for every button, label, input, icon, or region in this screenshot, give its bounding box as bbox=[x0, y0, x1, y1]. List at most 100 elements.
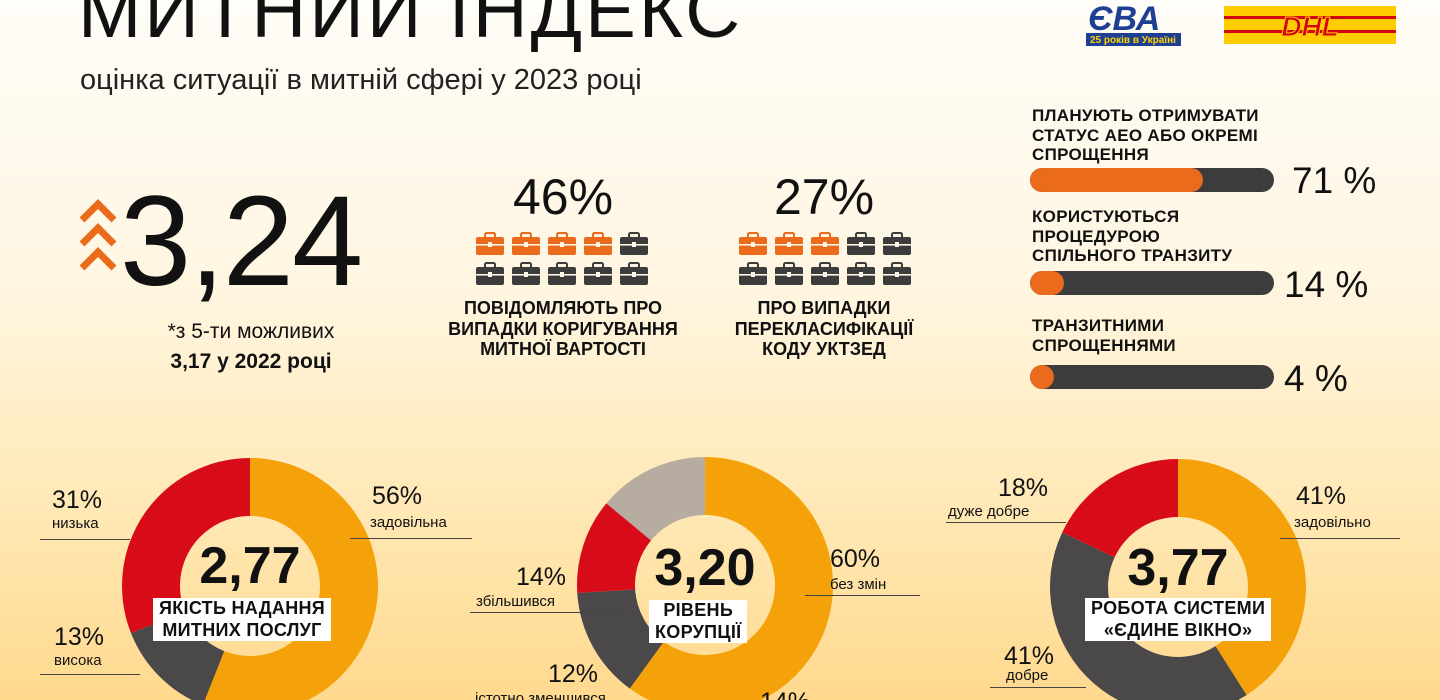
briefcase-icon bbox=[847, 232, 875, 255]
page-title: МИТНИЙ ІНДЕКС bbox=[78, 0, 744, 54]
bag-stat-percent: 27% bbox=[773, 169, 875, 225]
bar-title-line: ПЛАНУЮТЬ ОТРИМУВАТИ bbox=[1032, 106, 1259, 125]
donut-segment bbox=[577, 589, 664, 689]
segment-pct: 14% bbox=[760, 688, 810, 700]
briefcase-icon bbox=[883, 262, 911, 285]
leader-line bbox=[40, 539, 130, 540]
donut-center-value: 3,20 bbox=[654, 539, 756, 597]
bar-title-simplifications: ТРАНЗИТНИМИ СПРОЩЕННЯМИ bbox=[1032, 316, 1302, 355]
briefcase-icon bbox=[739, 262, 767, 285]
segment-text: без змін bbox=[830, 576, 887, 593]
leader-line bbox=[350, 538, 472, 539]
caption-line: МИТНОЇ ВАРТОСТІ bbox=[480, 339, 646, 360]
briefcase-icon bbox=[512, 262, 540, 285]
donut-label-line: «ЄДИНЕ ВІКНО» bbox=[1103, 619, 1253, 640]
segment-text: висока bbox=[54, 652, 102, 669]
bag-stat-reclassification: 27% ПРО ВИПАДКИ ПЕРЕКЛАСИФІКАЦІЇ КОДУ УК… bbox=[714, 168, 954, 360]
progress-bar-fill bbox=[1030, 271, 1065, 295]
donut-label-line: РОБОТА СИСТЕМИ bbox=[1091, 598, 1266, 618]
page-subtitle: оцінка ситуації в митній сфері у 2023 ро… bbox=[80, 64, 642, 96]
donut-segment bbox=[1062, 459, 1178, 558]
caption-line: ПЕРЕКЛАСИФІКАЦІЇ bbox=[734, 318, 914, 339]
growth-chevrons-icon bbox=[79, 199, 117, 271]
briefcase-icon bbox=[548, 262, 576, 285]
briefcase-icon bbox=[584, 232, 612, 255]
caption-line: ПРО ВИПАДКИ bbox=[757, 298, 891, 318]
customs-index-value: 3,24 bbox=[120, 170, 363, 313]
eba-logo: ЄВА 25 років в Україні bbox=[1086, 0, 1181, 46]
bar-title-line: СПРОЩЕННЯ bbox=[1032, 145, 1149, 165]
leader-line bbox=[990, 687, 1086, 688]
donut-center-value: 3,77 bbox=[1127, 539, 1229, 597]
bar-value-aeo: 71 % bbox=[1292, 160, 1377, 201]
segment-pct: 14% bbox=[516, 563, 567, 591]
progress-bar-aeo bbox=[1030, 168, 1274, 192]
segment-pct: 12% bbox=[548, 660, 599, 688]
briefcase-icon bbox=[476, 262, 504, 285]
donut-label-line: КОРУПЦІЇ bbox=[655, 621, 742, 642]
donut-segment bbox=[1050, 532, 1247, 700]
bar-title-line: СПРОЩЕННЯМИ bbox=[1032, 335, 1176, 355]
leader-line bbox=[946, 522, 1066, 523]
caption-line: ПОВІДОМЛЯЮТЬ ПРО bbox=[463, 298, 663, 318]
donut-segment bbox=[204, 458, 378, 700]
caption-line: КОДУ УКТЗЕД bbox=[762, 339, 886, 360]
bar-value-simplifications: 4 % bbox=[1284, 358, 1348, 399]
briefcase-icon bbox=[548, 232, 576, 255]
segment-text: дуже добре bbox=[948, 503, 1030, 520]
segment-text: добре bbox=[1006, 667, 1049, 684]
segment-pct: 31% bbox=[52, 486, 103, 514]
segment-pct: 13% bbox=[54, 623, 105, 651]
index-scale-note: *з 5-ти можливих bbox=[167, 320, 335, 343]
progress-bar-fill bbox=[1030, 168, 1204, 192]
leader-line bbox=[470, 612, 620, 613]
segment-text: задовільна bbox=[370, 514, 447, 531]
bar-title-line: СПІЛЬНОГО ТРАНЗИТУ bbox=[1032, 246, 1233, 266]
briefcase-icon bbox=[512, 232, 540, 255]
segment-pct: 56% bbox=[372, 482, 423, 510]
briefcase-icon bbox=[775, 232, 803, 255]
segment-text: низька bbox=[52, 515, 99, 532]
briefcase-icon bbox=[620, 232, 648, 255]
donut-segment bbox=[629, 457, 833, 700]
caption-line: ВИПАДКИ КОРИГУВАННЯ bbox=[448, 318, 678, 339]
segment-text: збільшився bbox=[476, 593, 556, 610]
bar-title-aeo: ПЛАНУЮТЬ ОТРИМУВАТИ СТАТУС АЕО АБО ОКРЕМ… bbox=[1032, 106, 1302, 165]
leader-line bbox=[805, 595, 920, 596]
bag-stat-valuation: 46% ПОВІДОМЛЯЮТЬ ПРО ВИПАДКИ КОРИГУВАННЯ… bbox=[448, 168, 693, 360]
svg-text:25 років в Україні: 25 років в Україні bbox=[1090, 35, 1176, 46]
donut-segment bbox=[577, 503, 652, 594]
svg-text:ЄВА: ЄВА bbox=[1088, 0, 1160, 38]
bar-title-line: СТАТУС АЕО АБО ОКРЕМІ bbox=[1032, 125, 1259, 145]
leader-line bbox=[40, 674, 140, 675]
bar-title-line: КОРИСТУЮТЬСЯ bbox=[1032, 207, 1180, 226]
progress-bar-transit bbox=[1030, 271, 1274, 295]
briefcase-icon bbox=[739, 232, 767, 255]
briefcase-icon bbox=[775, 262, 803, 285]
briefcase-icon bbox=[620, 262, 648, 285]
bar-value-transit: 14 % bbox=[1284, 264, 1369, 305]
segment-pct: 18% bbox=[998, 474, 1049, 502]
briefcase-icon bbox=[883, 232, 911, 255]
bag-stat-percent: 46% bbox=[512, 169, 614, 225]
bag-stat-caption: ПРО ВИПАДКИ ПЕРЕКЛАСИФІКАЦІЇ КОДУ УКТЗЕД bbox=[694, 298, 954, 360]
donut-label-single-window: РОБОТА СИСТЕМИ «ЄДИНЕ ВІКНО» bbox=[1085, 598, 1272, 642]
progress-bar-fill bbox=[1030, 365, 1055, 389]
segment-pct: 41% bbox=[1004, 642, 1055, 670]
donut-segment bbox=[606, 457, 705, 541]
segment-text: задовільно bbox=[1294, 514, 1371, 531]
index-previous-year: 3,17 у 2022 році bbox=[170, 350, 332, 373]
briefcase-icon bbox=[584, 262, 612, 285]
bag-stat-caption: ПОВІДОМЛЯЮТЬ ПРО ВИПАДКИ КОРИГУВАННЯ МИТ… bbox=[433, 298, 693, 360]
donut-label-line: РІВЕНЬ bbox=[663, 600, 734, 620]
donut-center-value: 2,77 bbox=[199, 537, 301, 595]
bar-title-line: ТРАНЗИТНИМИ bbox=[1032, 316, 1165, 335]
donut-corruption bbox=[577, 457, 833, 700]
donut-label-line: МИТНИХ ПОСЛУГ bbox=[162, 619, 322, 640]
bar-title-transit: КОРИСТУЮТЬСЯ ПРОЦЕДУРОЮ СПІЛЬНОГО ТРАНЗИ… bbox=[1032, 207, 1302, 266]
progress-bar-simplifications bbox=[1030, 365, 1274, 389]
donut-segment bbox=[121, 458, 250, 634]
briefcase-icon bbox=[811, 262, 839, 285]
segment-pct: 41% bbox=[1296, 482, 1347, 510]
segment-pct: 60% bbox=[830, 545, 881, 573]
